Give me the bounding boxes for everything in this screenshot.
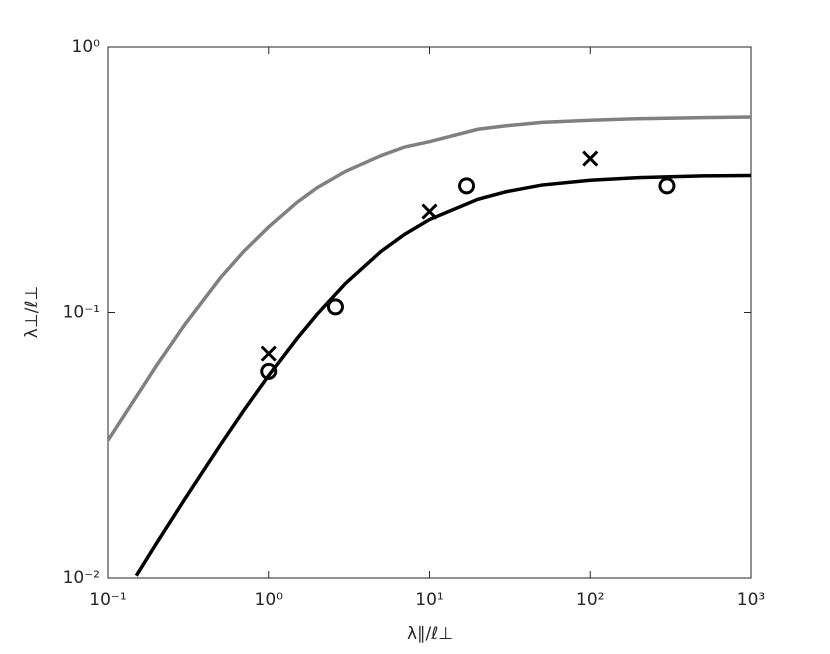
x-axis-label: λ∥/ℓ⊥ (407, 624, 453, 644)
y-tick-label: 10⁰ (72, 37, 101, 57)
x-marker (582, 150, 599, 167)
curve (134, 173, 751, 577)
circle-marker (458, 177, 476, 195)
y-tick-label: 10⁻¹ (63, 303, 100, 323)
curve (108, 115, 751, 442)
x-tick-label: 10¹ (415, 590, 443, 610)
x-tick-label: 10⁻¹ (89, 590, 126, 610)
x-tick-label: 10⁰ (255, 590, 284, 610)
circle-marker (260, 362, 278, 380)
x-tick-label: 10³ (737, 590, 765, 610)
curves (108, 115, 751, 577)
x-marker (260, 345, 277, 362)
circle-marker (326, 298, 344, 316)
x-tick-label: 10² (576, 590, 604, 610)
circle-marker (658, 177, 676, 195)
y-tick-label: 10⁻² (63, 568, 100, 588)
plot-area (107, 46, 752, 579)
x-marker (421, 203, 438, 220)
y-axis-label: λ⊥/ℓ⊥ (22, 286, 42, 338)
